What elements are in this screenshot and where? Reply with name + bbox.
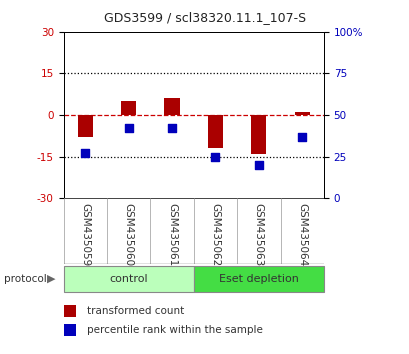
Point: [211, 154, 218, 159]
Text: protocol: protocol: [4, 274, 47, 284]
Point: [255, 162, 261, 168]
Text: GSM435061: GSM435061: [166, 204, 177, 267]
Text: GDS3599 / scl38320.11.1_107-S: GDS3599 / scl38320.11.1_107-S: [104, 11, 305, 24]
Text: GSM435059: GSM435059: [80, 204, 90, 267]
Bar: [251, 115, 266, 154]
Bar: [294, 112, 309, 115]
Text: control: control: [109, 274, 148, 284]
Text: GSM435064: GSM435064: [297, 204, 306, 267]
Text: GSM435060: GSM435060: [124, 204, 133, 267]
Bar: [63, 324, 76, 336]
Text: transformed count: transformed count: [86, 306, 183, 316]
Text: percentile rank within the sample: percentile rank within the sample: [86, 325, 262, 335]
Text: ▶: ▶: [47, 274, 55, 284]
Text: GSM435063: GSM435063: [253, 204, 263, 267]
Bar: [121, 101, 136, 115]
Point: [298, 134, 305, 139]
Point: [169, 126, 175, 131]
Point: [125, 126, 132, 131]
Text: Eset depletion: Eset depletion: [218, 274, 298, 284]
Bar: [193, 266, 323, 292]
Bar: [63, 266, 193, 292]
Text: GSM435062: GSM435062: [210, 204, 220, 267]
Bar: [77, 115, 92, 137]
Bar: [63, 305, 76, 317]
Bar: [164, 98, 179, 115]
Bar: [207, 115, 222, 148]
Point: [82, 150, 88, 156]
